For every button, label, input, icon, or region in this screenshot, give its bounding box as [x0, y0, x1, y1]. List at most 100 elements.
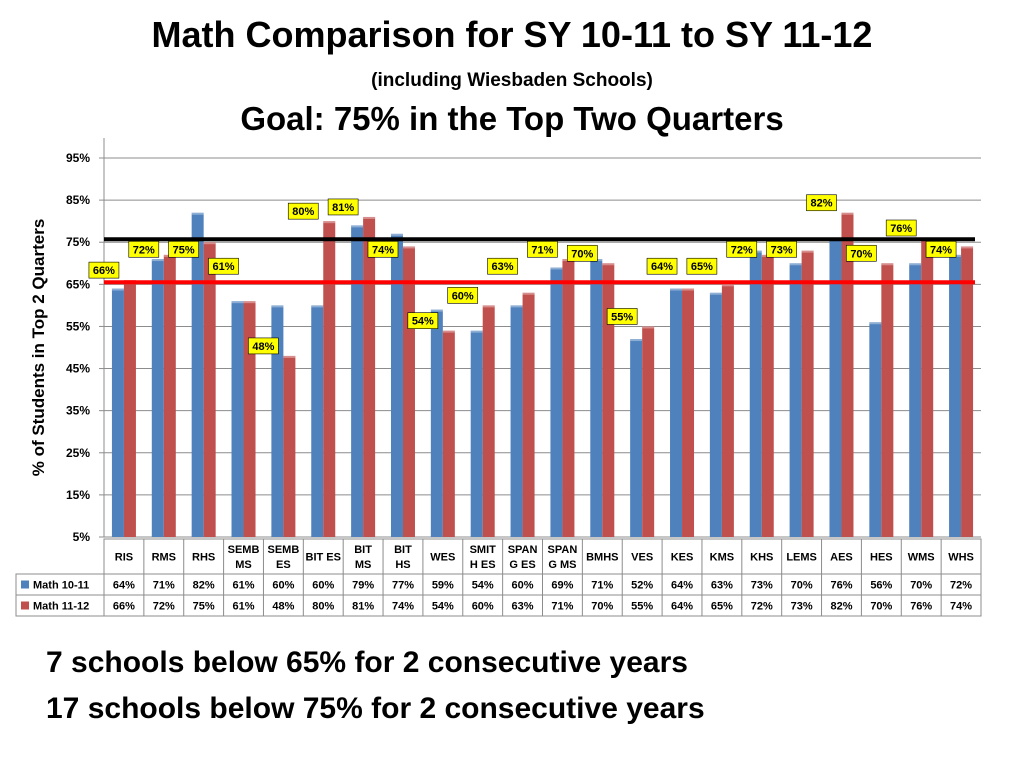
chart-subtitle: (including Wiesbaden Schools) [371, 70, 653, 91]
goal-heading: Goal: 75% in the Top Two Quarters [240, 100, 784, 137]
bar-highlight [363, 216, 376, 219]
bar-math-11-12 [721, 284, 734, 537]
table-cell: 71% [153, 580, 175, 592]
bar-highlight [390, 233, 403, 236]
category-label: AES [830, 552, 853, 564]
table-cell: 72% [751, 601, 773, 613]
bar-math-11-12 [682, 288, 695, 537]
bar-highlight [841, 212, 854, 215]
bar-math-10-11 [630, 339, 643, 537]
table-cell: 56% [870, 580, 892, 592]
bar-highlight [642, 326, 655, 329]
category-label: KHS [750, 552, 773, 564]
bar-highlight [801, 250, 814, 253]
bar-math-11-12 [602, 263, 615, 537]
category-label: G ES [509, 559, 535, 571]
bar-highlight [111, 288, 124, 291]
bar-highlight [789, 263, 802, 266]
bar-math-10-11 [709, 292, 722, 537]
bar-highlight [311, 305, 324, 308]
category-label: SEMB [267, 544, 299, 556]
bar-math-11-12 [562, 259, 575, 537]
bar-math-11-12 [522, 292, 535, 537]
y-tick-label: 15% [66, 488, 90, 502]
bar-highlight [442, 330, 455, 333]
data-label: 80% [292, 206, 314, 218]
bar-math-11-12 [921, 238, 934, 537]
y-tick-label: 55% [66, 319, 90, 333]
bar-highlight [721, 284, 734, 287]
category-label: HES [870, 552, 893, 564]
bar-math-11-12 [961, 246, 974, 537]
data-label: 64% [651, 261, 673, 273]
table-cell: 70% [910, 580, 932, 592]
bar-math-11-12 [402, 246, 415, 537]
data-label-box [447, 287, 479, 304]
table-cell: 64% [671, 601, 693, 613]
category-label: WES [430, 552, 455, 564]
bar-highlight [351, 225, 364, 228]
bar-math-10-11 [430, 309, 443, 537]
bar-math-10-11 [829, 238, 842, 537]
chart-title: Math Comparison for SY 10-11 to SY 11-12 [151, 14, 873, 55]
data-label-box [128, 240, 160, 258]
bar-math-11-12 [363, 216, 376, 537]
data-label-box [248, 337, 279, 355]
bar-math-10-11 [590, 259, 603, 537]
data-label-box [367, 240, 399, 258]
table-cell: 73% [751, 580, 773, 592]
table-cell: 79% [352, 580, 374, 592]
table-cell: 60% [512, 580, 534, 592]
bar-math-10-11 [869, 322, 882, 537]
category-label: MS [355, 559, 372, 571]
bar-math-11-12 [482, 305, 495, 537]
bar-highlight [231, 301, 244, 304]
bar-math-11-12 [642, 326, 655, 537]
category-label: H ES [470, 559, 496, 571]
table-cell: 80% [312, 601, 334, 613]
data-label-box [766, 240, 797, 258]
bar-highlight [470, 330, 483, 333]
bar-math-11-12 [801, 250, 814, 537]
bar-math-10-11 [191, 212, 204, 537]
bar-highlight [670, 288, 683, 291]
category-label: SEMB [228, 544, 260, 556]
table-cell: 76% [830, 580, 852, 592]
bar-highlight [869, 322, 882, 325]
bar-math-10-11 [231, 301, 244, 537]
bar-math-11-12 [283, 355, 296, 537]
category-label: WMS [908, 552, 935, 564]
bar-highlight [323, 221, 336, 224]
data-label-box [925, 240, 957, 258]
data-label-box [566, 244, 598, 262]
bar-highlight [430, 309, 443, 312]
table-cell: 73% [791, 601, 813, 613]
bar-math-10-11 [470, 330, 483, 537]
table-cell: 74% [950, 601, 972, 613]
data-label-box [88, 261, 120, 279]
bar-highlight [881, 263, 894, 266]
bar-math-10-11 [351, 225, 364, 537]
bar-highlight [709, 292, 722, 295]
data-label: 74% [372, 244, 394, 256]
category-label: BIT [394, 544, 412, 556]
table-cell: 71% [551, 601, 573, 613]
category-label: ES [276, 559, 291, 571]
data-label-box [846, 244, 877, 262]
data-label: 76% [890, 223, 912, 235]
bar-highlight [243, 301, 256, 304]
bar-math-10-11 [510, 305, 523, 537]
bar-math-11-12 [203, 242, 216, 537]
bar-math-10-11 [271, 305, 284, 537]
table-cell: 52% [631, 580, 653, 592]
category-label: G MS [548, 559, 576, 571]
y-tick-label: 65% [66, 277, 90, 291]
y-tick-label: 95% [66, 151, 90, 165]
table-cell: 54% [472, 580, 494, 592]
category-label: BMHS [586, 552, 618, 564]
data-label-box [407, 312, 439, 329]
category-label: LEMS [786, 552, 817, 564]
bar-highlight [961, 246, 974, 249]
bar-highlight [151, 259, 164, 262]
legend-label: Math 10-11 [33, 580, 89, 592]
